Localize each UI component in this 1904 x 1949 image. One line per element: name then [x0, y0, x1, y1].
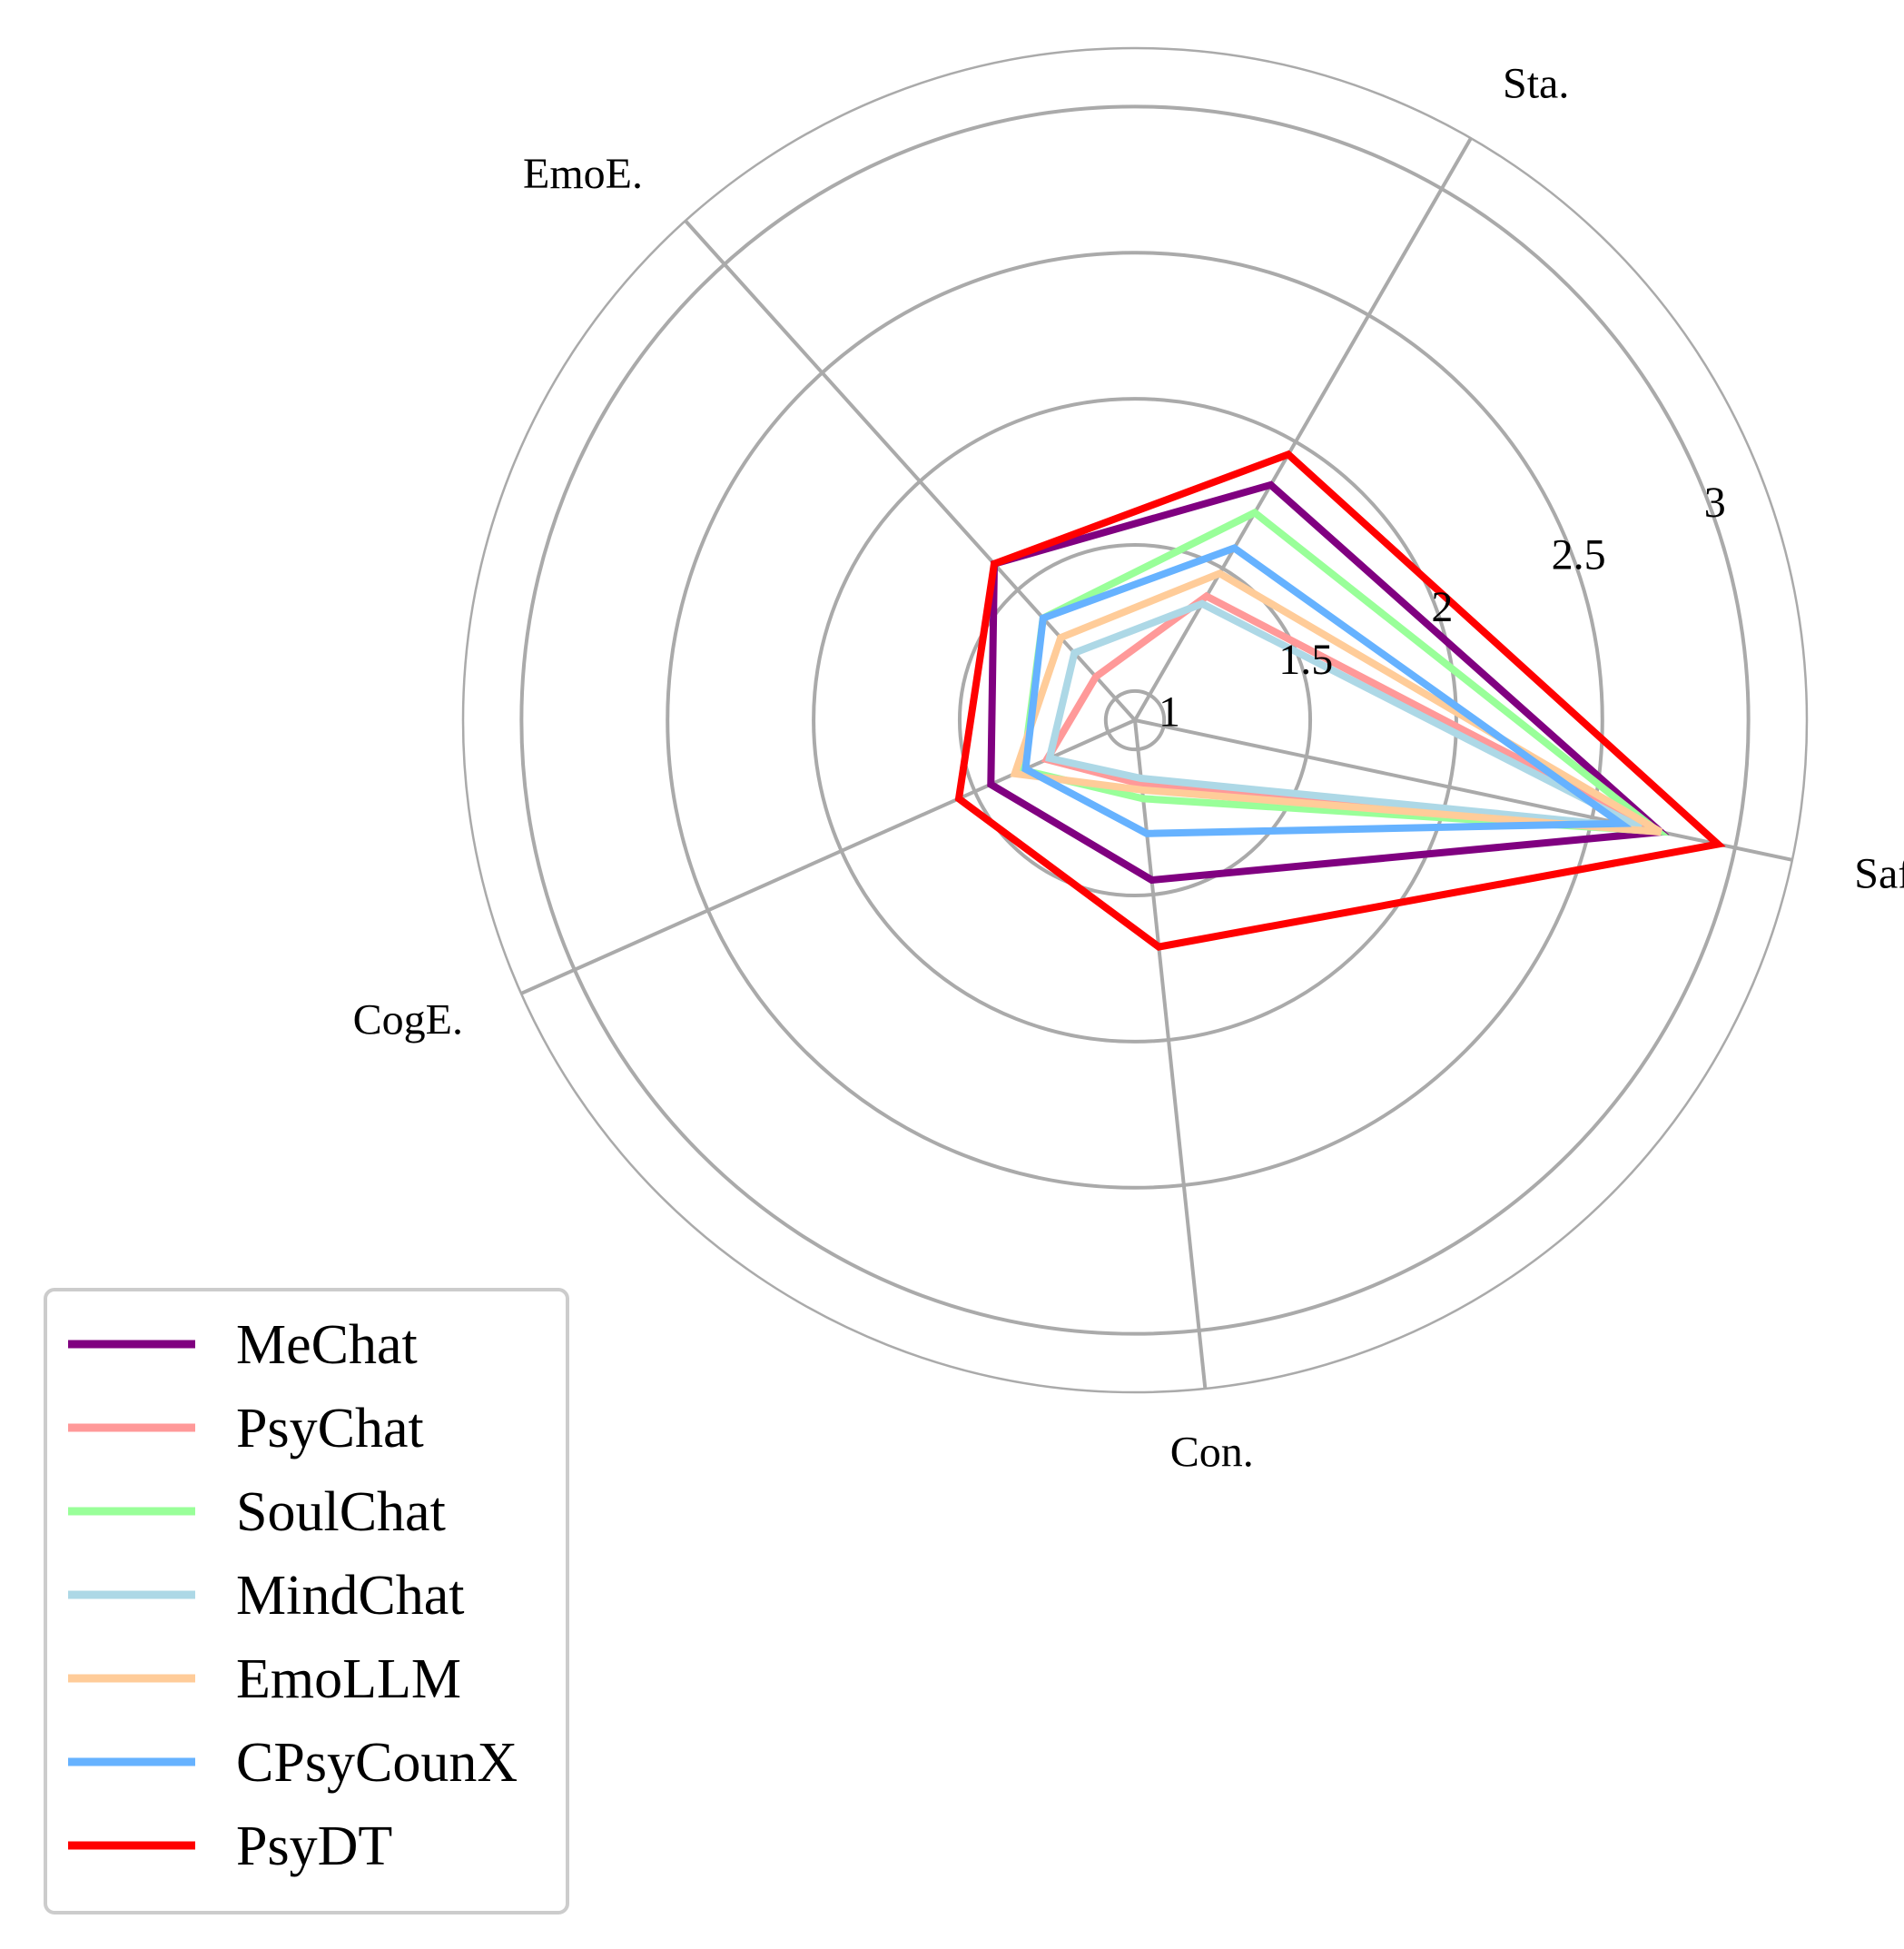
- legend-label-mechat: MeChat: [236, 1314, 418, 1376]
- r-tick-label-2: 2: [1431, 583, 1453, 631]
- grid-circle-1: [957, 542, 1313, 898]
- series-emollm-line: [1010, 569, 1663, 836]
- legend-label-cpsycounx: CPsyCounX: [236, 1732, 518, 1794]
- legend: MeChat PsyChat SoulChat MindChat EmoLLM CPsyC…: [44, 1288, 569, 1914]
- axis-labels: Saf. Sta. EmoE. CogE. Con.: [353, 60, 1904, 1477]
- axis-label-1: Sta.: [1503, 60, 1569, 108]
- legend-label-psydt: PsyDT: [236, 1815, 392, 1877]
- axis-label-0: Saf.: [1854, 849, 1904, 897]
- legend-label-mindchat: MindChat: [236, 1565, 464, 1627]
- axis-label-3: CogE.: [353, 996, 463, 1044]
- legend-box: [44, 1288, 569, 1914]
- series-mechat-line: [987, 480, 1670, 885]
- spoke-2: [684, 219, 1137, 722]
- spoke-1: [1133, 137, 1473, 722]
- axis-label-2: EmoE.: [523, 150, 643, 198]
- outer-circle: [461, 46, 1809, 1394]
- legend-label-soulchat: SoulChat: [236, 1481, 446, 1543]
- spoke-0: [1134, 718, 1793, 862]
- axis-label-4: Con.: [1170, 1429, 1254, 1477]
- grid: [461, 46, 1809, 1394]
- legend-label-psychat: PsyChat: [236, 1398, 424, 1459]
- spoke-3: [520, 718, 1136, 995]
- grid-circle-2: [812, 397, 1458, 1044]
- series-psydt-line: [954, 450, 1726, 951]
- r-tick-label-3: 2.5: [1552, 531, 1606, 579]
- grid-circle-0: [1103, 688, 1167, 752]
- series-psychat-line: [1041, 591, 1660, 836]
- r-tick-label-4: 3: [1704, 479, 1726, 527]
- r-tick-label-0: 1: [1159, 688, 1180, 737]
- legend-label-emollm: EmoLLM: [236, 1648, 461, 1710]
- grid-circle-4: [519, 104, 1751, 1336]
- grid-circle-3: [666, 251, 1604, 1190]
- radial-tick-labels: 1 1.5 2 2.5 3: [1159, 479, 1726, 737]
- series-mindchat-line: [1045, 599, 1643, 832]
- series-cpsycounx-line: [1021, 544, 1633, 837]
- spoke-4: [1133, 719, 1208, 1390]
- series-layer: [954, 450, 1726, 951]
- r-tick-label-1: 1.5: [1278, 636, 1333, 684]
